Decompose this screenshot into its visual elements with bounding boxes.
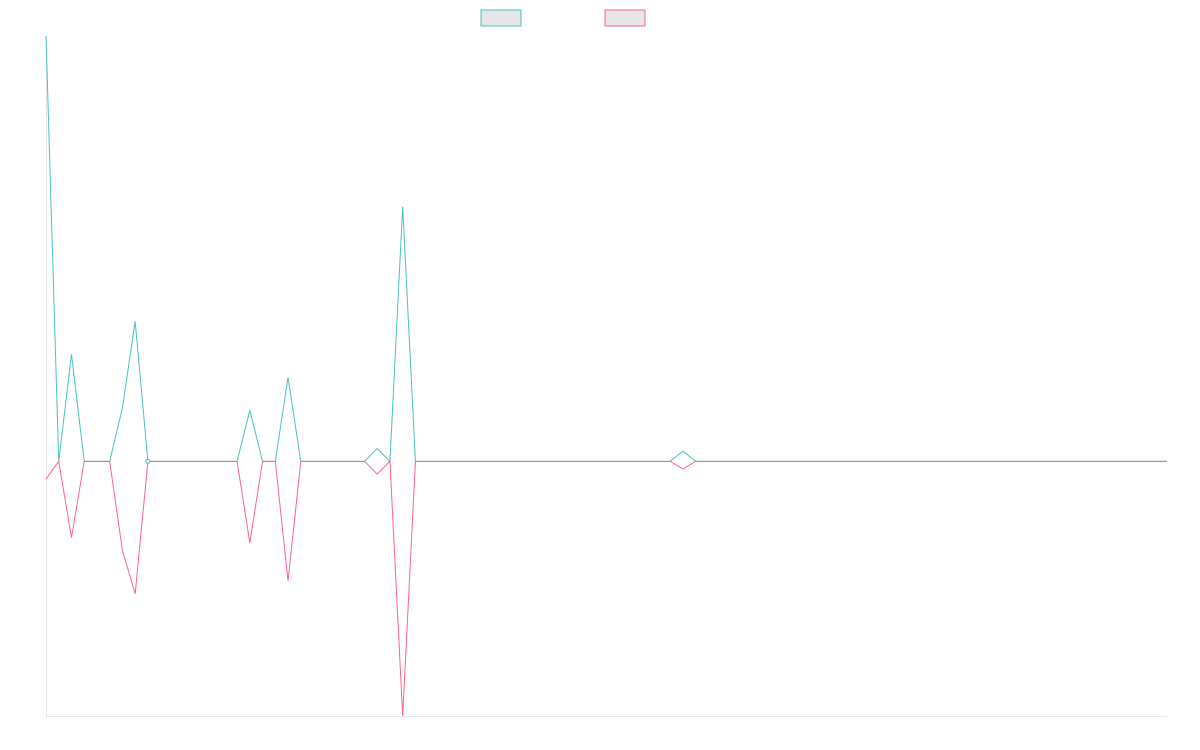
series-2 — [45, 460, 1167, 717]
legend-swatch-series-2[interactable] — [604, 9, 646, 27]
hover-marker[interactable] — [145, 458, 151, 464]
legend — [480, 9, 646, 27]
legend-swatch-series-1[interactable] — [480, 9, 522, 27]
series-layer — [45, 35, 1167, 717]
series-1-line — [45, 35, 1167, 463]
series-1 — [45, 35, 1167, 463]
series-2-line — [45, 460, 1167, 717]
axes — [46, 36, 1167, 717]
